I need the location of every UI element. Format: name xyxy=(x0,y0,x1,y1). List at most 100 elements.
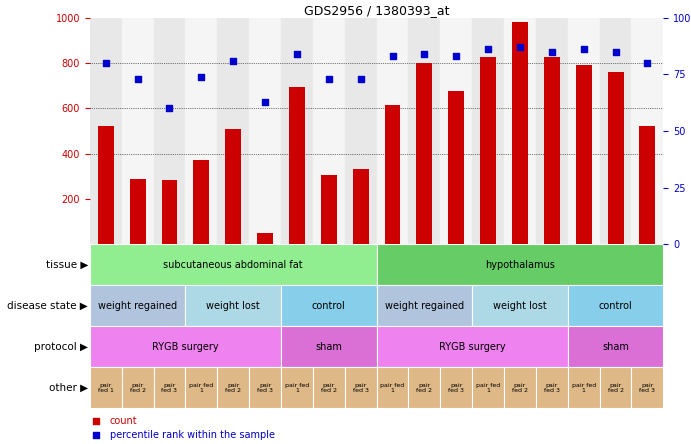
Text: weight lost: weight lost xyxy=(493,301,547,311)
Bar xyxy=(472,18,504,244)
Text: control: control xyxy=(598,301,632,311)
Bar xyxy=(193,160,209,244)
Point xyxy=(164,105,175,112)
Bar xyxy=(249,18,281,244)
Bar xyxy=(448,91,464,244)
Title: GDS2956 / 1380393_at: GDS2956 / 1380393_at xyxy=(304,4,449,16)
Bar xyxy=(217,368,249,408)
Point xyxy=(610,48,621,56)
Bar xyxy=(632,18,663,244)
Text: pair
fed 3: pair fed 3 xyxy=(544,383,560,393)
Bar xyxy=(352,170,368,244)
Text: percentile rank within the sample: percentile rank within the sample xyxy=(110,430,275,440)
Bar xyxy=(90,244,377,285)
Text: hypothalamus: hypothalamus xyxy=(485,260,555,270)
Point xyxy=(355,75,366,83)
Text: disease state ▶: disease state ▶ xyxy=(8,301,88,311)
Bar xyxy=(385,105,401,244)
Bar xyxy=(281,18,313,244)
Text: count: count xyxy=(110,416,138,426)
Bar xyxy=(122,368,153,408)
Text: pair
fed 2: pair fed 2 xyxy=(321,383,337,393)
Bar xyxy=(313,18,345,244)
Point xyxy=(514,44,525,51)
Bar xyxy=(225,129,241,244)
Text: pair
fed 2: pair fed 2 xyxy=(512,383,528,393)
Bar xyxy=(377,244,663,285)
Bar xyxy=(289,87,305,244)
Text: RYGB surgery: RYGB surgery xyxy=(152,342,219,352)
Bar xyxy=(313,368,345,408)
Bar xyxy=(639,127,655,244)
Point xyxy=(90,417,101,424)
Point xyxy=(482,46,493,53)
Text: sham: sham xyxy=(602,342,629,352)
Point xyxy=(547,48,558,56)
Bar xyxy=(600,368,632,408)
Bar xyxy=(122,18,153,244)
Text: pair fed
1: pair fed 1 xyxy=(571,383,596,393)
Bar xyxy=(417,63,433,244)
Bar xyxy=(408,368,440,408)
Point xyxy=(451,53,462,60)
Bar xyxy=(536,18,568,244)
Bar xyxy=(568,326,663,368)
Bar xyxy=(185,18,217,244)
Bar xyxy=(480,57,496,244)
Text: pair
fed 3: pair fed 3 xyxy=(162,383,178,393)
Point xyxy=(292,51,303,58)
Bar xyxy=(504,368,536,408)
Bar xyxy=(472,368,504,408)
Bar xyxy=(185,285,281,326)
Bar xyxy=(345,368,377,408)
Bar xyxy=(377,285,472,326)
Bar xyxy=(377,326,568,368)
Bar xyxy=(440,18,472,244)
Bar xyxy=(321,175,337,244)
Bar xyxy=(217,18,249,244)
Bar xyxy=(281,326,377,368)
Text: weight regained: weight regained xyxy=(98,301,177,311)
Bar xyxy=(153,18,185,244)
Bar xyxy=(600,18,632,244)
Text: pair
fed 2: pair fed 2 xyxy=(607,383,623,393)
Bar xyxy=(345,18,377,244)
Bar xyxy=(504,18,536,244)
Text: pair
fed 2: pair fed 2 xyxy=(417,383,433,393)
Text: other ▶: other ▶ xyxy=(49,383,88,393)
Text: weight lost: weight lost xyxy=(207,301,260,311)
Bar xyxy=(408,18,440,244)
Bar xyxy=(536,368,568,408)
Bar xyxy=(90,326,281,368)
Text: pair
fed 3: pair fed 3 xyxy=(352,383,369,393)
Bar xyxy=(472,285,568,326)
Point xyxy=(323,75,334,83)
Bar xyxy=(568,368,600,408)
Text: pair
fed 2: pair fed 2 xyxy=(130,383,146,393)
Text: pair fed
1: pair fed 1 xyxy=(189,383,214,393)
Text: RYGB surgery: RYGB surgery xyxy=(439,342,506,352)
Text: control: control xyxy=(312,301,346,311)
Text: pair fed
1: pair fed 1 xyxy=(381,383,405,393)
Text: pair
fed 3: pair fed 3 xyxy=(448,383,464,393)
Bar xyxy=(257,233,273,244)
Bar xyxy=(440,368,472,408)
Bar xyxy=(185,368,217,408)
Text: pair
fed 1: pair fed 1 xyxy=(98,383,114,393)
Bar xyxy=(153,368,185,408)
Bar xyxy=(377,368,408,408)
Text: pair
fed 2: pair fed 2 xyxy=(225,383,241,393)
Point xyxy=(132,75,143,83)
Text: pair fed
1: pair fed 1 xyxy=(476,383,500,393)
Bar xyxy=(512,22,528,244)
Point xyxy=(196,73,207,80)
Point xyxy=(100,59,111,67)
Point xyxy=(90,432,101,439)
Bar xyxy=(90,18,122,244)
Bar xyxy=(249,368,281,408)
Point xyxy=(642,59,653,67)
Bar xyxy=(90,285,185,326)
Text: sham: sham xyxy=(315,342,342,352)
Point xyxy=(260,98,271,105)
Text: pair
fed 3: pair fed 3 xyxy=(639,383,656,393)
